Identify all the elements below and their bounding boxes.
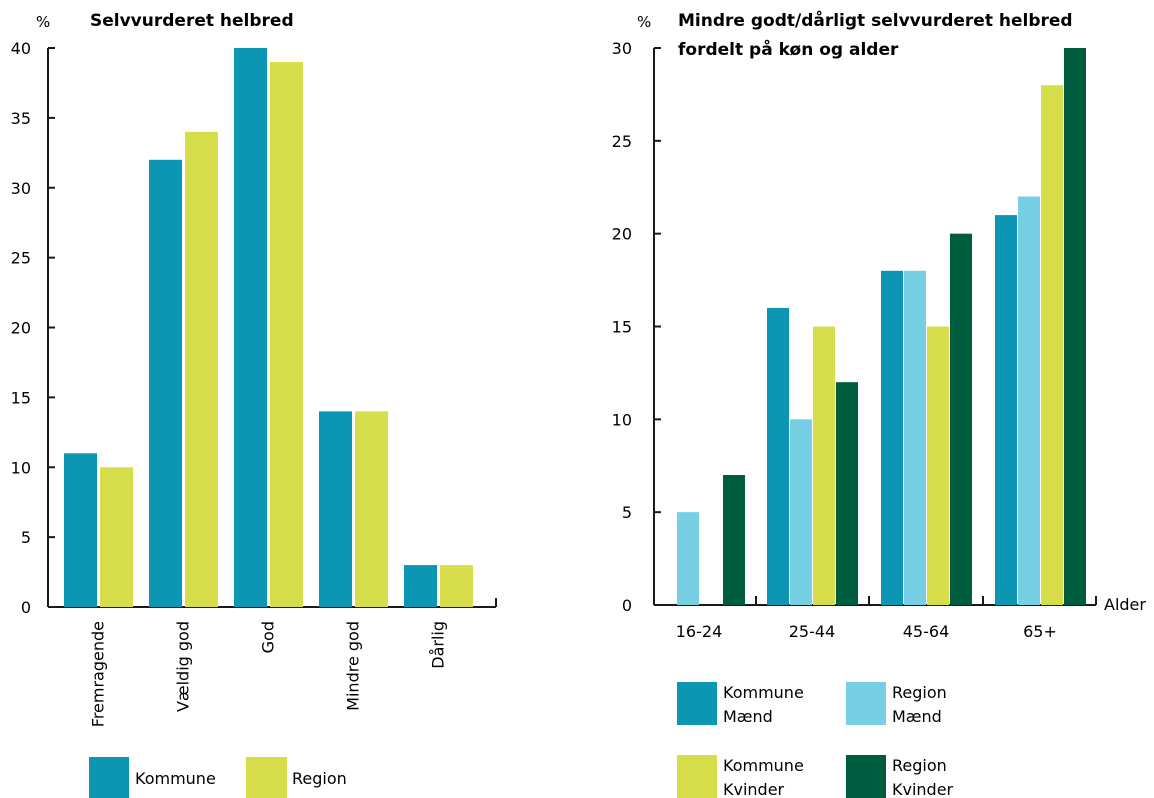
right-category-label: 16-24 [676,622,723,641]
bar-kommune-2 [234,48,267,607]
right-y-tick-label: 15 [612,318,632,337]
bar-region-mænd-2 [904,270,926,605]
bar-region-1 [185,131,218,607]
left-unit-label: % [36,13,50,31]
bar-region-4 [440,565,473,607]
legend-label-region: Region [292,769,347,788]
bar-kommune-0 [64,453,97,607]
right-y-tick-label: 0 [622,596,632,615]
legend-label-kommune-maend-line1: Kommune [723,683,804,702]
right-y-tick-label: 20 [612,225,632,244]
bar-region-3 [355,411,388,607]
bar-kommune-1 [149,159,182,608]
legend-label-kommune-kvinder-line2: Kvinder [723,780,785,798]
legend-swatch-kommune-kvinder [677,755,717,798]
right-unit-label: % [637,13,651,31]
legend-swatch-region-kvinder [846,755,886,798]
right-legend: Kommune Mænd Region Mænd Kommune Kvinder… [677,682,954,798]
legend-swatch-region [246,757,287,798]
bar-region-kvinder-1 [836,382,858,605]
bar-kommune-4 [404,565,437,607]
legend-label-region-maend-line2: Mænd [892,707,942,726]
legend-swatch-kommune [89,757,129,798]
bar-kommune-mænd-3 [995,215,1017,605]
left-bars [64,48,473,608]
left-category-label: Vældig god [174,621,193,712]
left-y-tick-label: 40 [11,39,31,58]
right-x-axis-label: Alder [1104,595,1146,614]
left-category-label: Dårlig [429,621,448,669]
left-chart-title: Selvvurderet helbred [90,11,294,31]
right-category-labels: 16-24 25-44 45-64 65+ [676,622,1057,641]
legend-swatch-region-maend [846,682,886,725]
legend-swatch-kommune-maend [677,682,717,725]
bar-kommune-kvinder-3 [1041,85,1063,606]
right-chart: % Mindre godt/dårligt selvvurderet helbr… [612,9,1146,798]
bar-region-mænd-1 [790,419,812,605]
left-y-tick-label: 20 [11,319,31,338]
right-y-tick-label: 5 [622,503,632,522]
left-y-tick-label: 30 [11,179,31,198]
right-chart-title-line1: Mindre godt/dårligt selvvurderet helbred [678,9,1073,31]
left-y-tick-label: 10 [11,458,31,477]
bar-region-mænd-3 [1018,196,1040,606]
right-tick-labels: 0 5 10 15 20 25 30 [612,39,632,615]
left-category-label: God [259,621,278,653]
left-category-label: Fremragende [89,621,108,727]
bar-kommune-kvinder-2 [927,326,949,605]
right-y-tick-label: 10 [612,410,632,429]
left-category-label: Mindre god [344,621,363,711]
left-y-tick-label: 5 [21,528,31,547]
legend-label-region-kvinder-line1: Region [892,756,947,775]
bar-region-kvinder-2 [950,233,972,605]
left-legend: Kommune Region [89,757,347,798]
bar-kommune-mænd-1 [767,307,789,605]
bar-region-0 [100,467,133,607]
left-category-labels: Fremragende Vældig god God Mindre god Dårlig [89,621,448,727]
bar-region-mænd-0 [677,512,699,605]
bar-region-kvinder-3 [1064,48,1086,605]
bar-region-2 [270,61,303,608]
left-chart: % Selvvurderet helbred 0510152025303540 … [11,11,497,798]
left-y-tick-label: 35 [11,109,31,128]
right-category-label: 25-44 [789,622,836,641]
right-y-tick-label: 30 [612,39,632,58]
right-category-label: 45-64 [903,622,950,641]
left-y-tick-label: 25 [11,249,31,268]
legend-label-region-kvinder-line2: Kvinder [892,780,954,798]
right-bars [677,48,1086,606]
left-y-tick-label: 15 [11,388,31,407]
bar-kommune-mænd-2 [881,270,903,605]
right-y-tick-label: 25 [612,132,632,151]
legend-label-kommune: Kommune [135,769,216,788]
legend-label-kommune-maend-line2: Mænd [723,707,773,726]
left-y-tick-label: 0 [21,598,31,617]
bar-region-kvinder-0 [723,475,745,605]
right-category-label: 65+ [1023,622,1057,641]
left-tick-labels: 0 5 10 15 20 25 30 35 40 [11,39,31,617]
legend-label-region-maend-line1: Region [892,683,947,702]
bar-kommune-kvinder-1 [813,326,835,605]
right-chart-title-line2: fordelt på køn og alder [678,38,899,60]
legend-label-kommune-kvinder-line1: Kommune [723,756,804,775]
bar-kommune-3 [319,411,352,607]
